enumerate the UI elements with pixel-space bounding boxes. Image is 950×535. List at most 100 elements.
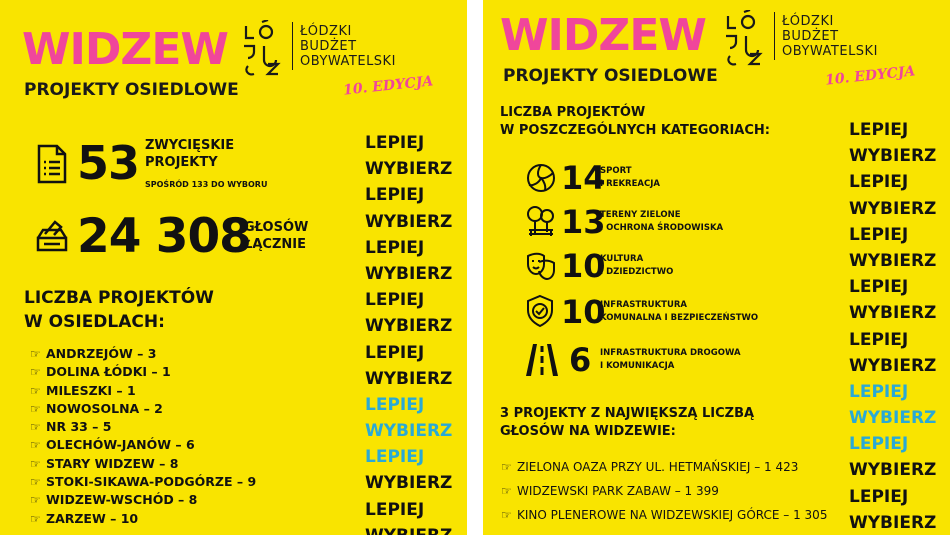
slogan-word: LEPIEJ [365, 394, 425, 415]
volleyball-icon [527, 164, 555, 192]
district-item: ☞ WIDZEW-WSCHÓD – 8 [30, 491, 256, 509]
pointing-hand-icon: ☞ [30, 420, 41, 435]
top-project-label: KINO PLENEROWE NA WIDZEWSKIEJ GÓRCE – 1 … [517, 508, 828, 522]
top-project-item: ☞ KINO PLENEROWE NA WIDZEWSKIEJ GÓRCE – 1… [501, 503, 827, 527]
subtitle: PROJEKTY OSIEDLOWE [503, 66, 718, 86]
theater-masks-icon [527, 252, 555, 281]
district-label: MILESZKI – 1 [46, 382, 136, 398]
heading-line: W OSIEDLACH: [24, 312, 165, 332]
logo-line: ŁÓDZKI [782, 14, 834, 29]
logo-line: BUDŻET [300, 39, 357, 54]
pointing-hand-icon: ☞ [30, 456, 41, 471]
district-label: NR 33 – 5 [46, 419, 112, 435]
total-votes-count: 24 308 [77, 209, 252, 264]
top-projects-list: ☞ ZIELONA OAZA PRZY UL. HETMAŃSKIEJ – 1 4… [501, 455, 827, 527]
lbo-logo-icon [244, 20, 281, 76]
top-project-label: ZIELONA OAZA PRZY UL. HETMAŃSKIEJ – 1 42… [517, 460, 799, 474]
slogan-word: LEPIEJ [849, 224, 909, 245]
district-item: ☞ ANDRZEJÓW – 3 [30, 345, 256, 363]
pointing-hand-icon: ☞ [30, 347, 41, 361]
slogan-word: LEPIEJ [365, 290, 425, 311]
district-item: ☞ DOLINA ŁÓDKI – 1 [30, 363, 256, 381]
category-label: TERENY ZIELONE I OCHRONA ŚRODOWISKA [600, 209, 723, 235]
district-label: NOWOSOLNA – 2 [46, 400, 163, 416]
logo-line: OBYWATELSKI [300, 54, 396, 69]
district-label: ZARZEW – 10 [46, 510, 139, 526]
logo-line: ŁÓDZKI [300, 24, 352, 39]
subtitle: PROJEKTY OSIEDLOWE [24, 80, 239, 100]
logo-divider [292, 22, 293, 70]
districts-list: ☞ ANDRZEJÓW – 3 ☞ DOLINA ŁÓDKI – 1 ☞ MILESZKI… [30, 345, 256, 528]
heading-line: 3 PROJEKTY Z NAJWIĘKSZĄ LICZBĄ [500, 406, 755, 421]
slogan-word: LEPIEJ [365, 237, 425, 258]
pointing-hand-icon: ☞ [30, 493, 41, 508]
label-line: I REKREACJA [600, 179, 660, 189]
slogan-word: LEPIEJ [365, 499, 425, 520]
top-project-item: ☞ WIDZEWSKI PARK ZABAW – 1 399 [501, 479, 827, 503]
edition-label: 10. EDYCJA [342, 73, 435, 99]
district-title: WIDZEW [500, 10, 707, 61]
road-icon [526, 344, 558, 376]
district-label: WIDZEW-WSCHÓD – 8 [46, 492, 198, 508]
logo-text: ŁÓDZKI BUDŻET OBYWATELSKI [300, 24, 396, 69]
label-line: TERENY ZIELONE [600, 210, 681, 220]
slogan-word: WYBIERZ [365, 159, 453, 180]
label-line: GŁOSÓW [244, 220, 309, 235]
slogan-word: LEPIEJ [849, 434, 909, 455]
document-icon [37, 144, 67, 184]
slogan-word: LEPIEJ [849, 486, 909, 507]
slogan-word: LEPIEJ [849, 172, 909, 193]
slogan-word: WYBIERZ [849, 250, 937, 271]
district-item: ☞ MILESZKI – 1 [30, 382, 256, 400]
category-row: 6 INFRASTRUKTURA DROGOWA I KOMUNIKACJA [525, 340, 825, 380]
slogan-word: WYBIERZ [365, 421, 453, 442]
category-label: INFRASTRUKTURA KOMUNALNA I BEZPIECZEŃSTW… [600, 299, 758, 325]
lbo-logo-icon [726, 10, 763, 66]
heading-line: W POSZCZEGÓLNYCH KATEGORIACH: [500, 123, 770, 138]
top-project-item: ☞ ZIELONA OAZA PRZY UL. HETMAŃSKIEJ – 1 4… [501, 455, 827, 479]
category-count: 10 [561, 247, 606, 285]
logo-line: OBYWATELSKI [782, 44, 878, 59]
logo-divider [774, 12, 775, 60]
slogan-word: WYBIERZ [365, 368, 453, 389]
category-row: 10 INFRASTRUKTURA KOMUNALNA I BEZPIECZEŃ… [525, 292, 825, 332]
logo-line: BUDŻET [782, 29, 839, 44]
label-line: SPORT [600, 166, 632, 176]
slogan-word: WYBIERZ [365, 316, 453, 337]
district-item: ☞ OLECHÓW-JANÓW – 6 [30, 436, 256, 454]
slogan-word: WYBIERZ [849, 460, 937, 481]
district-label: ANDRZEJÓW – 3 [46, 346, 157, 361]
districts-heading: LICZBA PROJEKTÓW W OSIEDLACH: [24, 286, 214, 334]
district-item: ☞ STARY WIDZEW – 8 [30, 455, 256, 473]
slogan-word: WYBIERZ [849, 146, 937, 167]
top-projects-heading: 3 PROJEKTY Z NAJWIĘKSZĄ LICZBĄ GŁOSÓW NA… [500, 405, 754, 441]
pointing-hand-icon: ☞ [501, 508, 512, 522]
ballot-box-icon [36, 220, 68, 252]
slogan-word: LEPIEJ [849, 277, 909, 298]
winning-projects-label: ZWYCIĘSKIE PROJEKTY [145, 137, 234, 171]
slogan-word: WYBIERZ [849, 303, 937, 324]
district-item: ☞ ZARZEW – 10 [30, 510, 256, 528]
label-line: ZWYCIĘSKIE [145, 138, 235, 153]
district-label: STOKI-SIKAWA-PODGÓRZE – 9 [46, 474, 257, 490]
label-line: PROJEKTY [145, 155, 218, 170]
slogan-column: LEPIEJ WYBIERZ LEPIEJ WYBIERZ LEPIEJ WYBIERZ L… [849, 117, 936, 535]
category-count: 14 [561, 159, 606, 197]
label-line: INFRASTRUKTURA [600, 300, 687, 310]
pointing-hand-icon: ☞ [30, 365, 41, 380]
category-row: 14 SPORT I REKREACJA [525, 158, 825, 198]
label-line: KOMUNALNA I BEZPIECZEŃSTWO [600, 313, 759, 323]
district-label: OLECHÓW-JANÓW – 6 [46, 437, 195, 453]
category-count: 13 [561, 203, 606, 241]
district-label: DOLINA ŁÓDKI – 1 [46, 364, 171, 380]
district-item: ☞ NOWOSOLNA – 2 [30, 400, 256, 418]
top-project-label: WIDZEWSKI PARK ZABAW – 1 399 [517, 484, 719, 498]
category-label: SPORT I REKREACJA [600, 165, 660, 191]
right-infographic-panel: WIDZEW PROJEKTY OSIEDLOWE ŁÓDZKI BUDŻET … [483, 0, 950, 535]
label-line: INFRASTRUKTURA DROGOWA [600, 348, 741, 358]
pointing-hand-icon: ☞ [30, 383, 41, 398]
total-votes-label: GŁOSÓW ŁĄCZNIE [244, 219, 308, 253]
winning-projects-count: 53 [77, 136, 140, 190]
heading-line: LICZBA PROJEKTÓW [24, 288, 214, 308]
left-infographic-panel: WIDZEW PROJEKTY OSIEDLOWE ŁÓDZKI BUDŻET … [0, 0, 467, 535]
